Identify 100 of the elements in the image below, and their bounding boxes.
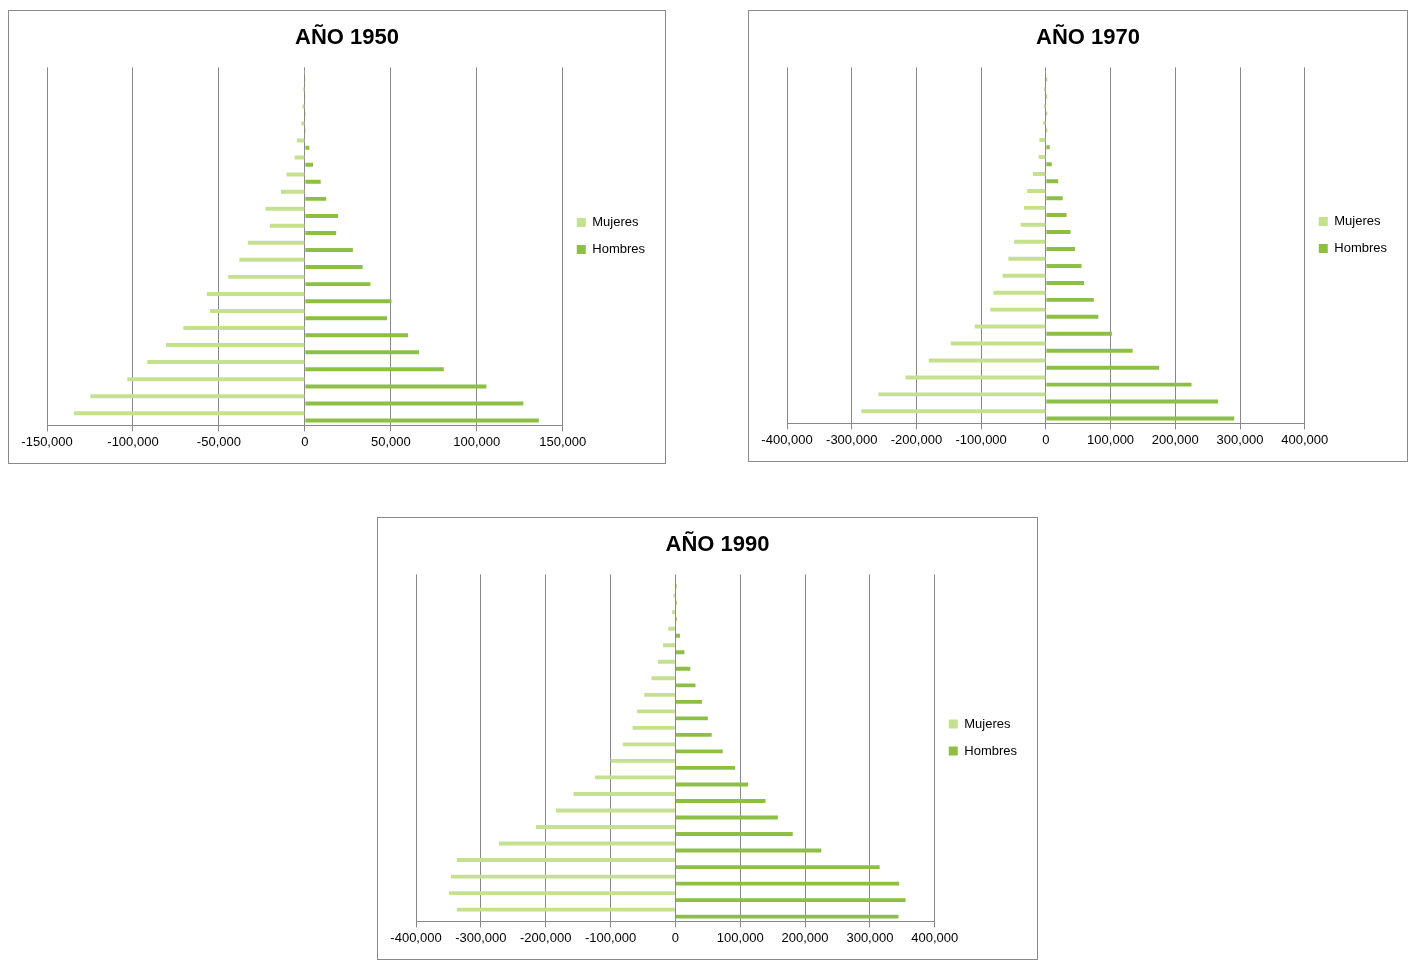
bar — [210, 308, 305, 313]
bar — [90, 394, 305, 399]
bar — [1023, 205, 1046, 210]
x-tick-label: 0 — [671, 929, 679, 945]
bar — [1027, 188, 1046, 193]
legend-label: Mujeres — [592, 214, 639, 230]
bar — [657, 659, 675, 664]
bar — [878, 392, 1046, 397]
bar — [280, 189, 305, 194]
bar — [305, 316, 388, 321]
bar — [305, 333, 409, 338]
bar — [651, 676, 675, 681]
bar — [1046, 196, 1063, 201]
bar — [1008, 256, 1046, 261]
x-tick-label: 300,000 — [1216, 431, 1264, 447]
bar — [183, 326, 305, 331]
bar — [675, 766, 736, 770]
bar — [1020, 222, 1046, 227]
bar — [1046, 297, 1094, 302]
x-tick-label: 100,000 — [1087, 431, 1135, 447]
bar — [305, 196, 327, 201]
x-tick-label: 200,000 — [1151, 431, 1199, 447]
bar — [1046, 314, 1099, 319]
bar — [305, 230, 337, 235]
bar — [239, 257, 305, 262]
x-tick-label: 0 — [301, 433, 309, 449]
legend-label: Hombres — [592, 241, 646, 257]
bar — [675, 914, 899, 919]
x-tick-label: 100,000 — [453, 433, 501, 449]
bar — [675, 732, 712, 737]
bar — [1046, 230, 1071, 235]
bar — [1046, 382, 1192, 387]
bar — [675, 865, 880, 870]
bar — [974, 324, 1046, 329]
bar — [449, 891, 675, 896]
x-tick-label: 50,000 — [370, 433, 411, 449]
x-tick-label: -100,000 — [107, 433, 159, 449]
bar — [305, 401, 524, 406]
bar — [993, 290, 1046, 295]
bar — [228, 274, 305, 279]
bar — [206, 291, 305, 296]
bar — [1046, 247, 1076, 251]
x-tick-label: -100,000 — [955, 431, 1007, 447]
bar — [675, 633, 680, 638]
bar — [305, 350, 420, 355]
x-tick-label: -400,000 — [390, 929, 442, 945]
bar — [302, 104, 305, 109]
x-tick-label: 0 — [1042, 431, 1050, 447]
bar — [286, 172, 305, 177]
bar — [1046, 213, 1067, 218]
bar — [127, 377, 305, 382]
bar — [269, 223, 305, 228]
x-tick-label: 400,000 — [911, 929, 959, 945]
bar — [573, 792, 675, 796]
bar — [1046, 179, 1059, 184]
bar — [632, 725, 675, 730]
bar — [305, 299, 392, 304]
chart-title: AÑO 1970 — [1036, 24, 1140, 50]
bar — [1039, 138, 1046, 143]
bar — [305, 213, 339, 218]
bar — [675, 832, 793, 836]
x-tick-label: 200,000 — [781, 929, 829, 945]
bar — [1043, 121, 1046, 126]
legend-label: Hombres — [1334, 240, 1388, 256]
bar — [294, 155, 305, 160]
x-tick-label: -200,000 — [890, 431, 943, 447]
bar — [637, 709, 675, 714]
bar — [1014, 239, 1046, 244]
bar — [165, 343, 305, 348]
x-tick-label: 100,000 — [716, 929, 764, 945]
legend-label: Mujeres — [964, 715, 1011, 731]
bar — [305, 248, 353, 253]
bar — [456, 907, 675, 912]
bar — [675, 749, 723, 754]
bar — [147, 360, 305, 365]
bar — [305, 282, 371, 287]
bar — [663, 643, 675, 648]
bar — [301, 121, 305, 126]
x-tick-label: -50,000 — [196, 433, 241, 449]
bar — [456, 858, 675, 862]
bar — [305, 162, 313, 167]
bar — [675, 650, 685, 655]
bar — [1046, 145, 1050, 150]
bar — [675, 716, 708, 721]
bar — [1032, 172, 1046, 176]
bar — [305, 265, 363, 270]
bar — [668, 626, 675, 631]
bar — [296, 138, 305, 143]
bar — [265, 206, 305, 211]
bar — [305, 384, 487, 389]
chart-title: AÑO 1990 — [665, 531, 770, 557]
legend-label: Mujeres — [1334, 213, 1381, 229]
bar — [610, 758, 675, 763]
bar — [905, 375, 1046, 380]
x-tick-label: 400,000 — [1281, 431, 1329, 447]
legend-label: Hombres — [964, 742, 1018, 758]
bar — [675, 881, 900, 886]
bar — [622, 742, 675, 747]
bar — [1046, 416, 1235, 421]
bar — [305, 367, 444, 372]
